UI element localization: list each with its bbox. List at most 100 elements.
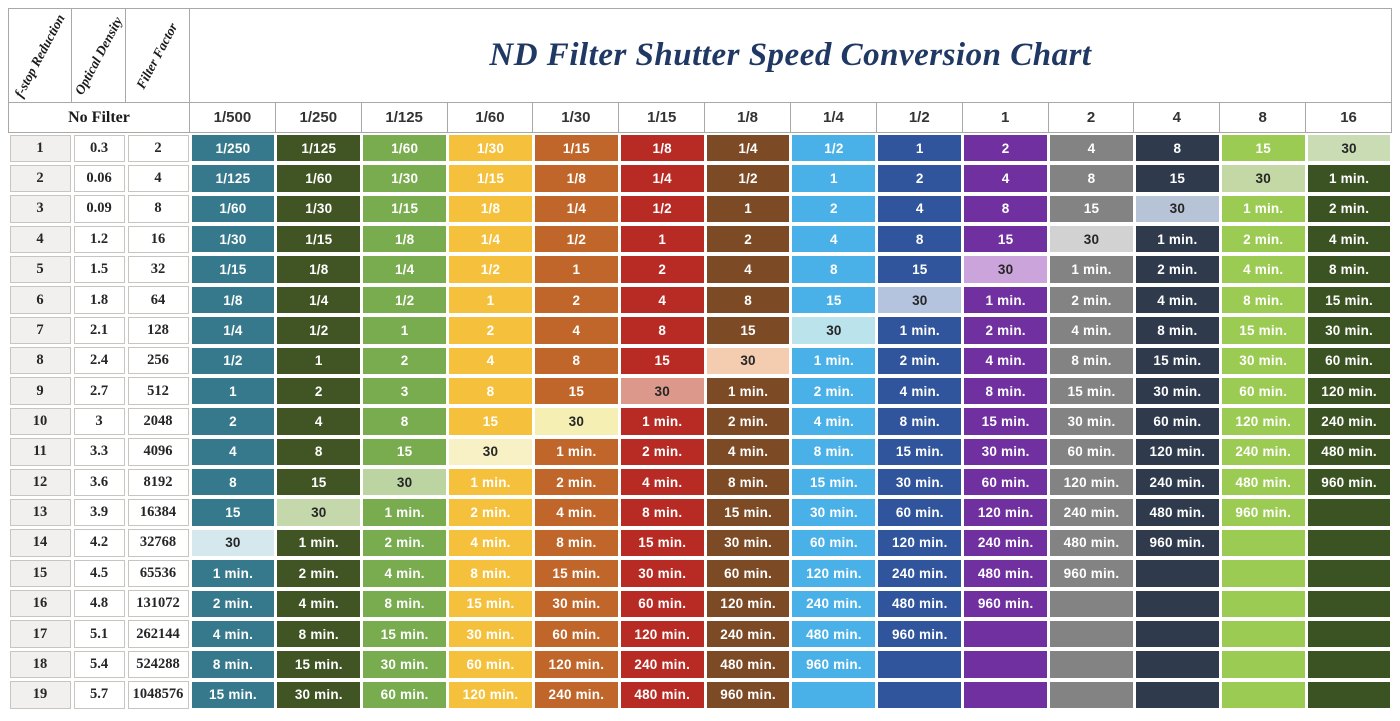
conversion-cell: 30 <box>449 438 532 466</box>
conversion-cell: 2 min. <box>534 469 618 496</box>
conversion-cell: 60 min. <box>1307 347 1391 374</box>
conversion-cell: 1/15 <box>191 256 275 283</box>
conversion-cell: 15 min. <box>363 620 447 648</box>
density-cell: 5.4 <box>73 650 125 679</box>
conversion-cell: 120 min. <box>1050 469 1133 496</box>
conversion-cell: 8 min. <box>792 438 876 466</box>
factor-cell: 128 <box>127 316 189 345</box>
conversion-cell: 8 min. <box>1050 347 1133 374</box>
conversion-cell: 120 min. <box>792 560 876 587</box>
density-cell: 4.8 <box>73 590 125 618</box>
conversion-cell: 240 min. <box>1050 499 1133 526</box>
conversion-cell: 1 <box>277 347 361 374</box>
conversion-cell: 960 min. <box>1135 529 1219 557</box>
conversion-cell: 1/30 <box>191 226 275 253</box>
conversion-cell: 4 min. <box>1307 226 1391 253</box>
conversion-cell: 15 min. <box>191 681 275 708</box>
conversion-cell <box>1050 590 1133 617</box>
conversion-cell: 1/125 <box>277 135 361 162</box>
conversion-cell: 1/2 <box>277 317 361 344</box>
conversion-cell: 1 <box>878 135 962 162</box>
conversion-cell: 8 min. <box>191 651 275 678</box>
conversion-cell: 15 <box>449 408 532 435</box>
conversion-cell: 4 <box>964 165 1048 192</box>
conversion-cell: 120 min. <box>534 651 618 678</box>
conversion-cell <box>1050 620 1133 648</box>
conversion-cell: 1 min. <box>363 499 447 526</box>
shutter-speed-header: 1/15 <box>619 103 706 133</box>
conversion-cell: 30 min. <box>964 438 1048 466</box>
conversion-cell: 1/2 <box>706 165 790 192</box>
fstop-cell: 1 <box>9 134 71 162</box>
conversion-cell: 30 min. <box>363 651 447 678</box>
conversion-cell: 240 min. <box>1307 408 1391 435</box>
conversion-cell: 960 min. <box>706 681 790 708</box>
conversion-cell: 1/30 <box>277 195 361 223</box>
shutter-speed-header: 1/8 <box>705 103 791 133</box>
factor-cell: 4 <box>127 164 189 193</box>
density-cell: 1.2 <box>73 225 125 253</box>
conversion-cell: 2 min. <box>449 499 532 526</box>
conversion-cell: 8 <box>1135 135 1219 162</box>
fstop-cell: 4 <box>9 225 71 253</box>
conversion-cell: 480 min. <box>964 560 1048 587</box>
conversion-cell: 15 <box>1050 195 1133 223</box>
conversion-cell: 4 <box>620 286 704 314</box>
conversion-cell: 15 min. <box>1307 286 1391 314</box>
conversion-cell: 2 <box>878 165 962 192</box>
conversion-cell: 1 <box>534 256 618 283</box>
conversion-cell <box>1307 499 1391 526</box>
conversion-cell: 8 <box>620 317 704 344</box>
conversion-cell: 1/30 <box>363 165 447 192</box>
conversion-cell: 8 min. <box>1221 286 1305 314</box>
fstop-cell: 6 <box>9 286 71 314</box>
fstop-cell: 17 <box>9 620 71 648</box>
conversion-cell: 1/8 <box>620 135 704 162</box>
conversion-cell: 120 min. <box>878 529 962 557</box>
density-cell: 3.3 <box>73 438 125 466</box>
conversion-cell: 3 <box>363 377 447 405</box>
conversion-cell: 1/4 <box>277 286 361 314</box>
conversion-cell: 120 min. <box>706 590 790 617</box>
conversion-cell: 1 <box>792 165 876 192</box>
conversion-cell: 1/30 <box>449 135 532 162</box>
conversion-cell: 8 min. <box>363 590 447 617</box>
conversion-cell: 15 min. <box>534 560 618 587</box>
conversion-cell: 4 min. <box>277 590 361 617</box>
conversion-cell: 8 min. <box>878 408 962 435</box>
conversion-cell: 30 <box>706 347 790 374</box>
conversion-cell: 15 <box>1135 165 1219 192</box>
density-cell: 5.7 <box>73 681 125 709</box>
conversion-cell: 2 <box>620 256 704 283</box>
density-cell: 1.8 <box>73 286 125 314</box>
conversion-cell: 8 <box>191 469 275 496</box>
density-cell: 0.09 <box>73 195 125 223</box>
conversion-cell: 1/8 <box>277 256 361 283</box>
conversion-cell: 960 min. <box>964 590 1048 617</box>
conversion-cell: 8 min. <box>964 377 1048 405</box>
conversion-cell: 1/15 <box>449 165 532 192</box>
fstop-cell: 13 <box>9 498 71 527</box>
conversion-cell: 30 min. <box>620 560 704 587</box>
conversion-cell: 4 min. <box>878 377 962 405</box>
conversion-cell: 4 <box>534 317 618 344</box>
conversion-cell: 8 <box>277 438 361 466</box>
shutter-speed-header: 1/250 <box>275 103 362 133</box>
conversion-cell <box>1221 651 1305 678</box>
conversion-cell: 1/15 <box>277 226 361 253</box>
conversion-cell: 60 min. <box>620 590 704 617</box>
conversion-cell: 480 min. <box>878 590 962 617</box>
conversion-cell <box>1307 560 1391 587</box>
conversion-cell: 30 <box>964 256 1048 283</box>
conversion-cell: 1/60 <box>191 195 275 223</box>
conversion-cell: 1/4 <box>706 135 790 162</box>
conversion-cell: 4 <box>449 347 532 374</box>
factor-cell: 131072 <box>127 590 189 618</box>
factor-cell: 2 <box>127 134 189 162</box>
factor-cell: 65536 <box>127 559 189 588</box>
column-header-fstop-reduction-label: f-stop Reduction <box>11 11 68 100</box>
fstop-cell: 12 <box>9 468 71 496</box>
conversion-cell: 240 min. <box>792 590 876 617</box>
density-cell: 1.5 <box>73 255 125 284</box>
conversion-cell: 1/2 <box>363 286 447 314</box>
